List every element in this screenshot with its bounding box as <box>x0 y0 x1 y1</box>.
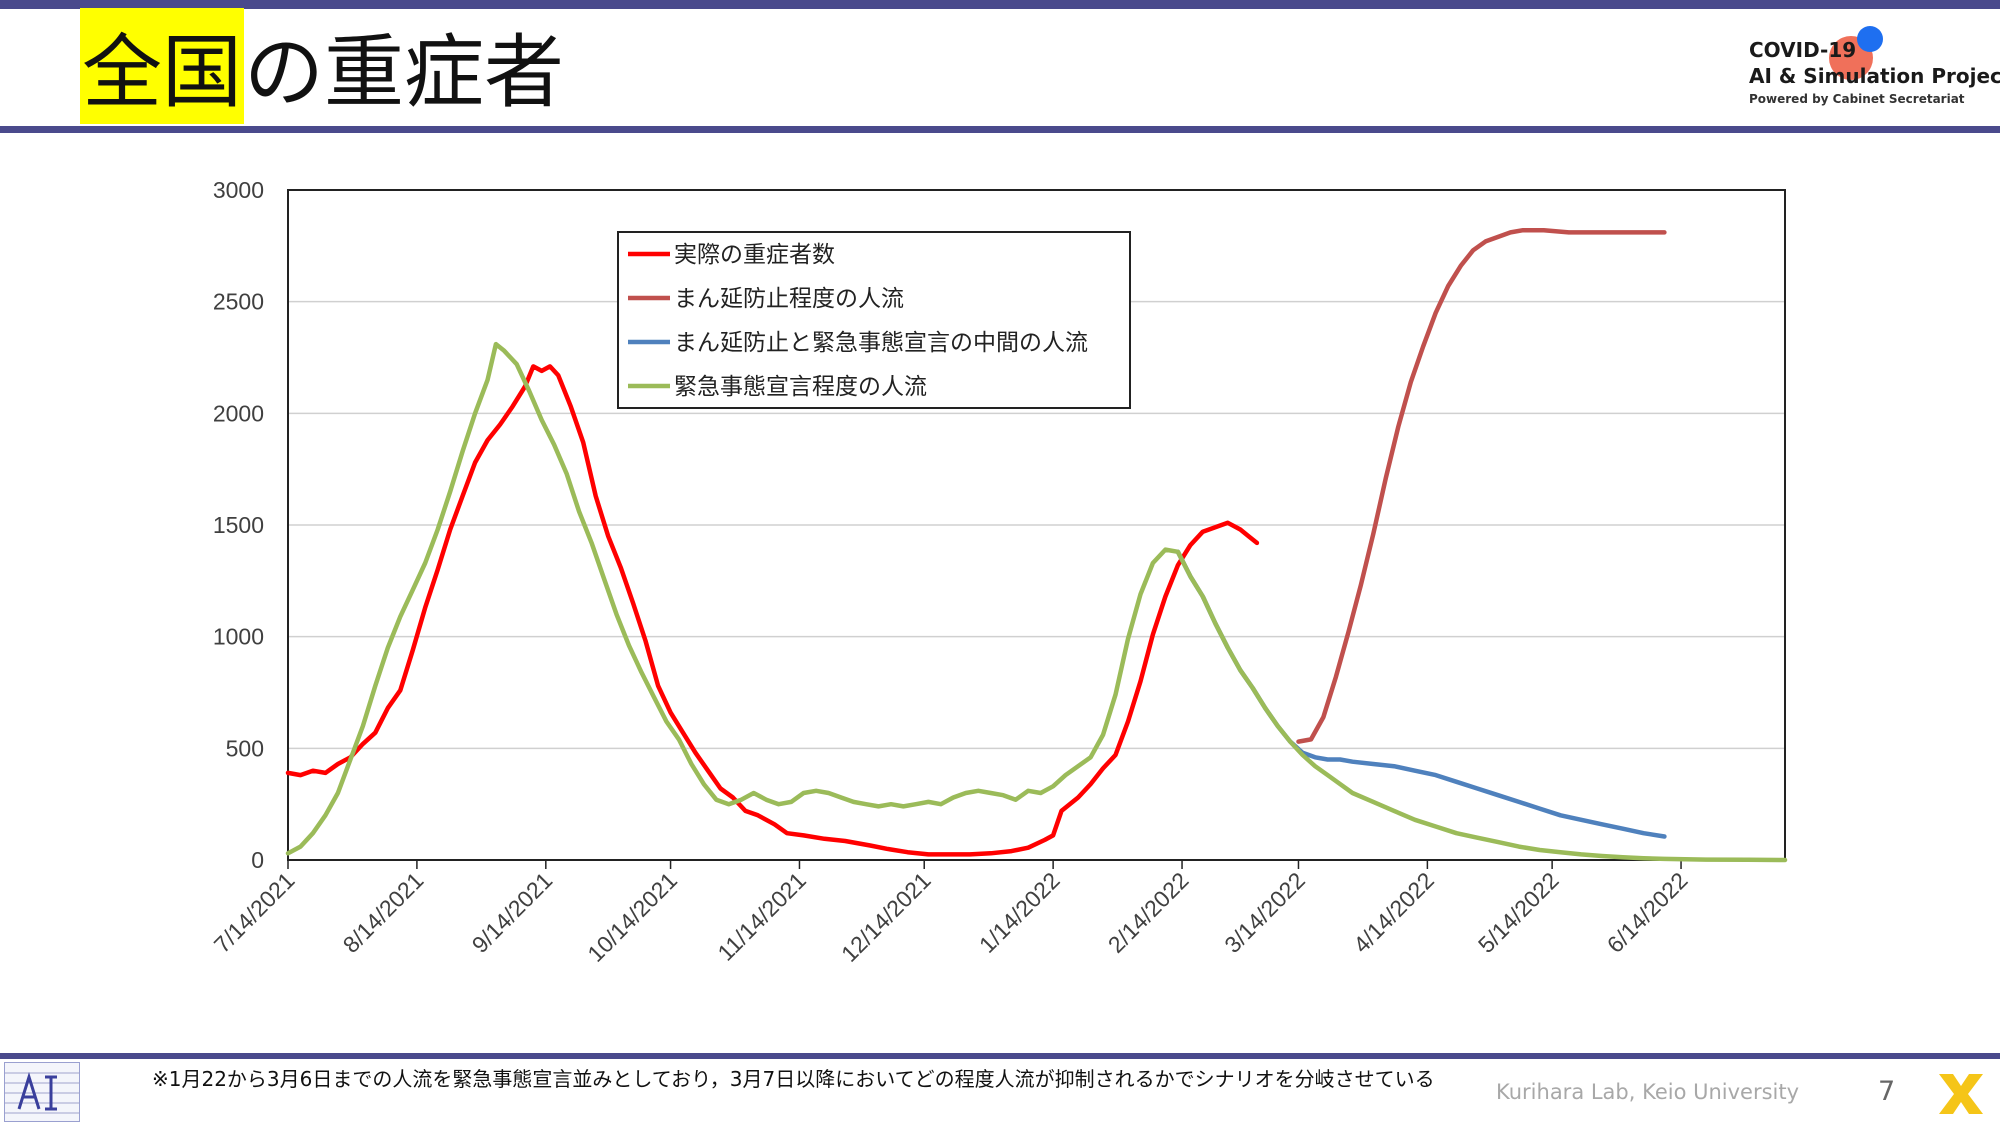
y-tick-label: 500 <box>226 735 264 761</box>
logo-line2: AI & Simulation Project <box>1749 64 2000 88</box>
x-tick-label: 8/14/2021 <box>338 867 429 958</box>
plot-area <box>287 189 1786 861</box>
y-tick-label: 1500 <box>213 512 264 538</box>
legend-label: まん延防止と緊急事態宣言の中間の人流 <box>674 330 1088 356</box>
covid-ai-project-logo: COVID-19 AI & Simulation Project Powered… <box>1745 22 2000 112</box>
y-tick-label: 2000 <box>213 400 264 426</box>
lab-credit: Kurihara Lab, Keio University <box>1496 1080 1800 1104</box>
series-line-intermediate <box>1175 549 1667 839</box>
lab-logo-icon <box>4 1062 80 1122</box>
y-tick-label: 2500 <box>213 289 264 315</box>
x-tick-label: 3/14/2022 <box>1219 867 1310 958</box>
x-tick-label: 1/14/2022 <box>974 867 1065 958</box>
title-rule <box>0 126 2000 133</box>
x-tick-label: 4/14/2022 <box>1348 867 1439 958</box>
legend-label: 緊急事態宣言程度の人流 <box>674 374 927 400</box>
page-number: 7 <box>1878 1076 1896 1107</box>
x-tick-label: 10/14/2021 <box>582 867 682 967</box>
x-tick-label: 9/14/2021 <box>467 867 558 958</box>
slide-title: 全国 の重症者 <box>80 8 564 124</box>
logo-line1: COVID-19 <box>1749 38 1857 62</box>
series-line-mambo <box>1296 227 1667 744</box>
top-rule <box>0 0 2000 9</box>
series-line-emergency <box>285 341 1788 863</box>
x-tick-label: 11/14/2021 <box>712 867 811 966</box>
footnote: ※1月22から3月6日までの人流を緊急事態宣言並みとしており，3月7日以降におい… <box>152 1067 1435 1091</box>
y-tick-label: 0 <box>251 847 264 873</box>
x-tick-label: 2/14/2022 <box>1103 867 1194 958</box>
title-rest: の重症者 <box>244 26 564 119</box>
title-highlight: 全国 <box>80 8 244 124</box>
logo-line3: Powered by Cabinet Secretariat <box>1749 92 1965 106</box>
footer-rule <box>0 1053 2000 1059</box>
y-tick-label: 1000 <box>213 624 264 650</box>
x-tick-label: 7/14/2021 <box>209 867 300 958</box>
line-chart: 0 500 1000 1500 2000 2500 3000 7/14/2021 8/14/20… <box>209 177 1788 967</box>
x-tick-label: 5/14/2022 <box>1473 867 1564 958</box>
x-logo-icon <box>1935 1068 1987 1120</box>
legend-label: まん延防止程度の人流 <box>674 286 904 312</box>
legend-label: 実際の重症者数 <box>674 242 835 268</box>
y-tick-label: 3000 <box>213 177 264 203</box>
x-tick-label: 6/14/2022 <box>1602 867 1693 958</box>
x-tick-label: 12/14/2021 <box>836 867 936 967</box>
legend-box <box>617 231 1131 409</box>
logo-blue-dot <box>1857 26 1883 52</box>
series-line-actual <box>285 364 1260 857</box>
